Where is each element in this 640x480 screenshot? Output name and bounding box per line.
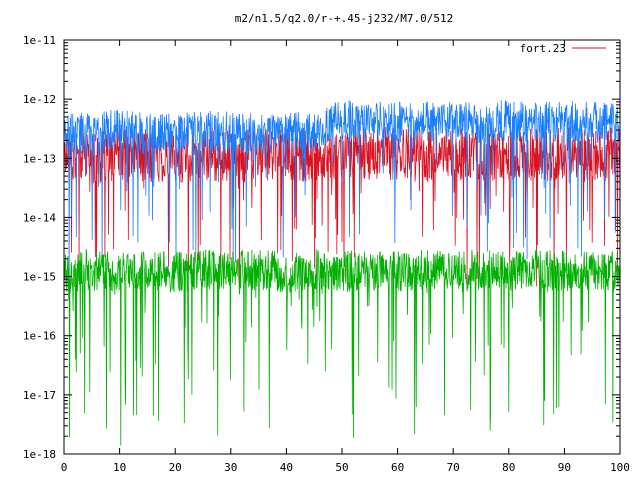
legend: fort.23 xyxy=(520,42,606,55)
chart-title: m2/n1.5/q2.0/r-+.45-j232/M7.0/512 xyxy=(235,12,454,25)
x-tick-label: 80 xyxy=(502,461,515,474)
y-axis-ticks: 1e-18 1e-17 1e-16 1e-15 1e-14 1e-13 1e-12 1e-11 xyxy=(23,34,620,461)
series-trace-2 xyxy=(63,100,621,289)
x-axis-ticks: 0 10 20 30 40 50 60 70 80 90 100 xyxy=(61,40,630,474)
x-tick-label: 90 xyxy=(558,461,571,474)
x-tick-label: 50 xyxy=(335,461,348,474)
y-tick-label: 1e-15 xyxy=(23,271,56,284)
x-tick-label: 20 xyxy=(169,461,182,474)
legend-label: fort.23 xyxy=(520,42,566,55)
y-tick-label: 1e-11 xyxy=(23,34,56,47)
series-trace-3 xyxy=(63,248,621,446)
x-tick-label: 10 xyxy=(113,461,126,474)
x-tick-label: 60 xyxy=(391,461,404,474)
x-tick-label: 100 xyxy=(610,461,630,474)
y-tick-label: 1e-17 xyxy=(23,389,56,402)
y-tick-label: 1e-14 xyxy=(23,211,56,224)
y-tick-label: 1e-12 xyxy=(23,93,56,106)
x-tick-label: 40 xyxy=(280,461,293,474)
y-tick-label: 1e-16 xyxy=(23,330,56,343)
y-tick-label: 1e-18 xyxy=(23,448,56,461)
y-tick-label: 1e-13 xyxy=(23,152,56,165)
x-tick-label: 0 xyxy=(61,461,68,474)
x-tick-label: 30 xyxy=(224,461,237,474)
x-tick-label: 70 xyxy=(447,461,460,474)
series-layer xyxy=(63,100,621,446)
